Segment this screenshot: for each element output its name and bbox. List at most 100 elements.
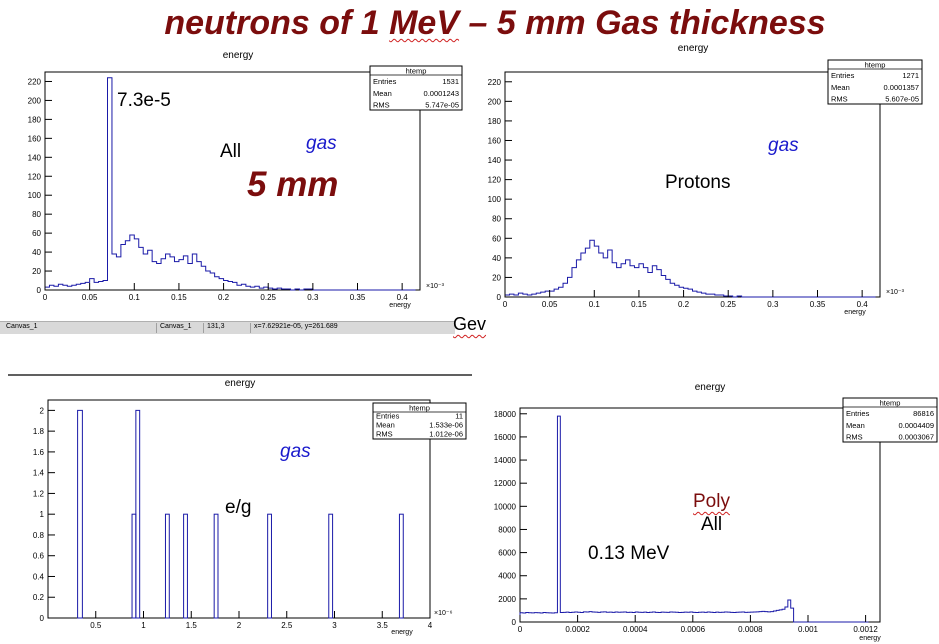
y-tick-label: 180 [28, 115, 42, 124]
stats-value: 0.0003067 [899, 433, 934, 442]
histogram-bar [328, 513, 334, 619]
y-tick-label: 1.2 [33, 489, 45, 498]
status-canvas-name: Canvas_1 [6, 323, 38, 330]
histogram-line [44, 77, 416, 291]
x-axis-label: energy [391, 629, 413, 636]
y-tick-label: 100 [28, 191, 42, 200]
x-multiplier: ×10⁻³ [886, 289, 905, 296]
x-tick-label: 0.5 [90, 621, 102, 630]
x-tick-label: 0.0004 [623, 625, 648, 634]
y-tick-label: 220 [488, 78, 502, 87]
y-tick-label: 100 [488, 195, 502, 204]
annotation-peak-value: 7.3e-5 [117, 90, 171, 111]
histogram-bar [164, 513, 170, 619]
y-tick-label: 6000 [498, 549, 516, 558]
stats-key: Entries [373, 77, 397, 86]
x-tick-label: 1.5 [186, 621, 198, 630]
histogram-title: energy [223, 50, 254, 61]
x-axis-label: energy [859, 635, 881, 642]
stats-key: RMS [376, 430, 393, 439]
stats-key: Mean [376, 421, 395, 430]
stats-key: Mean [373, 89, 392, 98]
histogram-panel-1: energy 0 20 40 60 80 100 120 140 160 180 200 220 0 0.0… [28, 50, 463, 309]
histogram-title: energy [695, 382, 726, 393]
histogram-bar [267, 513, 272, 619]
y-tick-label: 0.4 [33, 572, 45, 581]
histogram-title: energy [225, 378, 256, 389]
stats-value: 5.607e-05 [885, 95, 919, 104]
stats-value: 86816 [913, 409, 934, 418]
y-tick-label: 0 [40, 614, 45, 623]
y-tick-label: 60 [492, 234, 501, 243]
y-tick-label: 0.2 [33, 593, 45, 602]
y-tick-label: 0.8 [33, 531, 45, 540]
y-tick-label: 80 [32, 210, 41, 219]
y-tick-label: 0 [497, 293, 502, 302]
x-tick-label: 0 [43, 293, 48, 302]
stats-box: htemp Entries 1271 Mean 0.0001357 RMS 5.607e-0… [827, 59, 923, 105]
x-tick-label: 0.0012 [853, 625, 878, 634]
histogram-panel-3: energy 0 0.2 0.4 0.6 0.8 1 1.2 1.4 1.6 1.8 2 0.5 1 1.5… [33, 378, 467, 636]
y-tick-label: 1.8 [33, 427, 45, 436]
stats-key: Mean [831, 83, 850, 92]
x-tick-label: 0.4 [397, 293, 409, 302]
x-tick-label: 0.4 [857, 300, 869, 309]
x-multiplier: ×10⁻³ [426, 283, 445, 290]
annotation-all: All [220, 141, 242, 162]
y-tick-label: 20 [492, 273, 501, 282]
stats-value: 0.0004409 [899, 421, 934, 430]
y-tick-label: 1 [40, 510, 45, 519]
y-tick-label: 1.4 [33, 469, 45, 478]
y-tick-label: 20 [32, 267, 41, 276]
status-coords: x=7.62921e-05, y=261.689 [250, 323, 338, 333]
x-tick-label: 0 [503, 300, 508, 309]
histogram-bar [398, 513, 404, 619]
stats-value: 1.533e-06 [429, 421, 463, 430]
x-tick-label: 0.15 [631, 300, 647, 309]
histogram-line [519, 415, 869, 623]
stats-key: RMS [846, 433, 863, 442]
histogram-bar [213, 513, 219, 619]
x-tick-label: 0.15 [171, 293, 187, 302]
x-tick-label: 0.001 [798, 625, 819, 634]
plot-frame [519, 407, 881, 623]
x-axis-label: energy [389, 302, 411, 309]
annotation-protons: Protons [665, 172, 731, 193]
y-tick-label: 8000 [498, 525, 516, 534]
histogram-panel-4: energy 0 2000 4000 6000 8000 10000 12000 14000 16… [494, 382, 938, 642]
x-tick-label: 0.05 [542, 300, 558, 309]
x-tick-label: 4 [428, 621, 433, 630]
y-tick-label: 10000 [494, 502, 517, 511]
stats-box: htemp Entries 11 Mean 1.533e-06 RMS 1.012e-06 [372, 402, 467, 440]
plot-frame [44, 71, 421, 291]
x-tick-label: 1 [141, 621, 146, 630]
status-canvas-ref: Canvas_1 [156, 323, 192, 333]
stats-key: Entries [831, 71, 855, 80]
title-underlined-word: MeV [389, 4, 460, 42]
y-tick-label: 160 [28, 134, 42, 143]
y-tick-label: 0 [512, 618, 517, 627]
stats-key: RMS [373, 101, 390, 110]
page-title: neutrons of 1 MeV – 5 mm Gas thickness [0, 4, 939, 43]
annotation-gas-protons: gas [768, 135, 799, 156]
x-tick-label: 0 [518, 625, 523, 634]
annotation-eg: e/g [225, 497, 252, 518]
stats-value: 5.747e-05 [425, 101, 459, 110]
stats-name: htemp [880, 399, 901, 408]
y-tick-label: 14000 [494, 456, 517, 465]
y-tick-label: 16000 [494, 433, 517, 442]
x-tick-label: 0.3 [767, 300, 779, 309]
x-tick-label: 0.35 [350, 293, 366, 302]
y-tick-label: 80 [492, 215, 501, 224]
histogram-title: energy [678, 43, 709, 54]
x-tick-label: 0.0006 [681, 625, 706, 634]
stats-value: 0.0001357 [884, 83, 919, 92]
stats-key: Entries [376, 412, 400, 421]
y-tick-label: 180 [488, 117, 502, 126]
stats-key: RMS [831, 95, 848, 104]
histogram-bar [135, 409, 141, 619]
stats-value: 1.012e-06 [429, 430, 463, 439]
x-tick-label: 0.1 [589, 300, 601, 309]
x-tick-label: 0.1 [129, 293, 141, 302]
histogram-panel-2: energy 0 20 40 60 80 100 120 140 160 180 200 220 0 0.0… [488, 43, 923, 316]
